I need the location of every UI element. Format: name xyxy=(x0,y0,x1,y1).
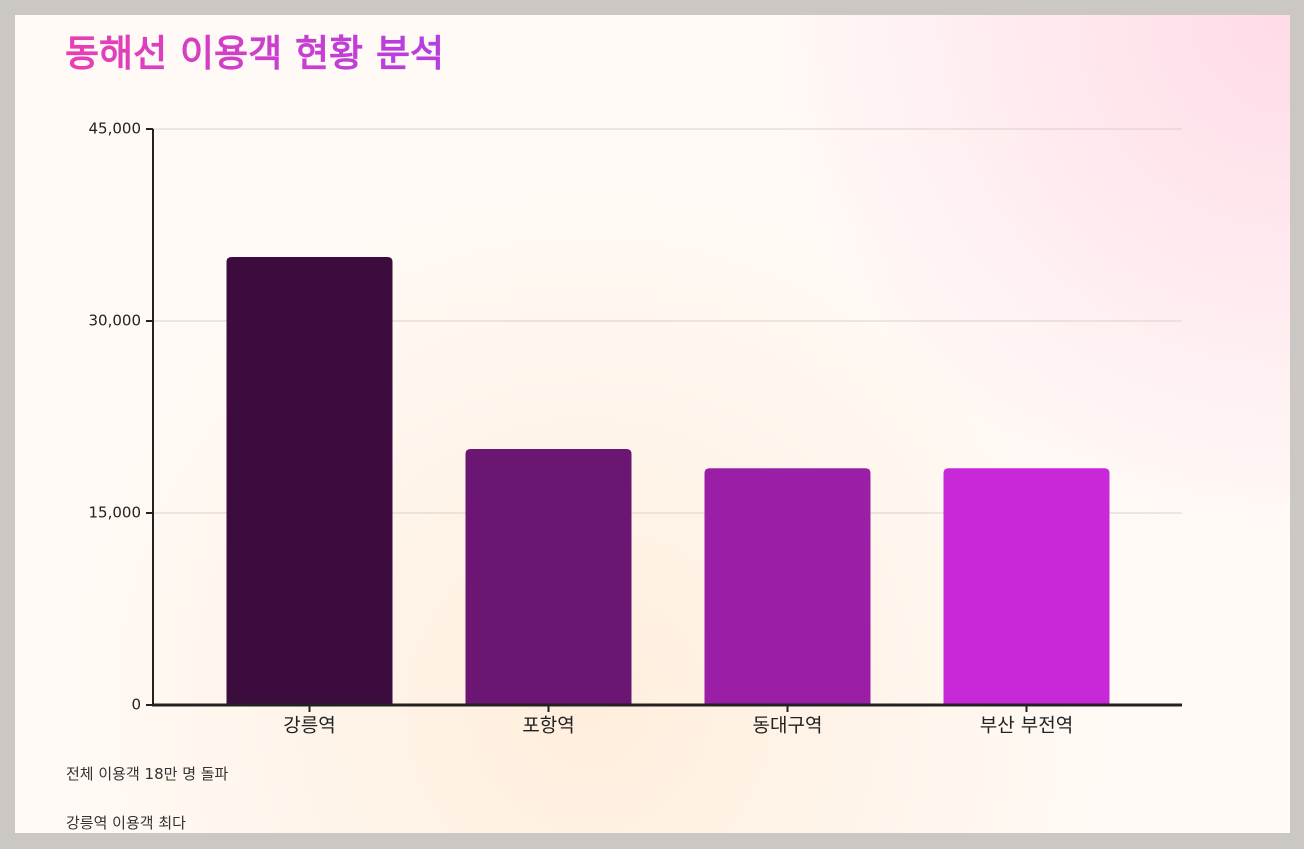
bar xyxy=(226,257,393,705)
y-tick-label: 15,000 xyxy=(89,504,142,522)
bar xyxy=(465,449,632,705)
bar xyxy=(704,468,871,705)
y-tick-label: 0 xyxy=(131,696,141,714)
x-tick-label: 강릉역 xyxy=(283,715,335,737)
annotation: 전체 이용객 18만 명 돌파 xyxy=(66,765,229,783)
y-tick-label: 45,000 xyxy=(89,120,142,138)
x-tick-label: 동대구역 xyxy=(753,715,823,737)
chart: 0 15,000 30,000 45,000 강릉역 포항역 동대구역 부산 부전역 xyxy=(89,120,1182,737)
chart-title: 동해선 이용객 현황 분석 xyxy=(65,23,444,77)
x-tick-label: 포항역 xyxy=(522,715,574,737)
bar xyxy=(943,468,1110,705)
y-tick-label: 30,000 xyxy=(89,312,142,330)
annotation: 강릉역 이용객 최다 xyxy=(66,814,186,832)
panel: 동해선 이용객 현황 분석 0 15,000 30,000 45,000 강릉역 포항역 동… xyxy=(15,15,1290,833)
x-tick-label: 부산 부전역 xyxy=(980,715,1073,737)
